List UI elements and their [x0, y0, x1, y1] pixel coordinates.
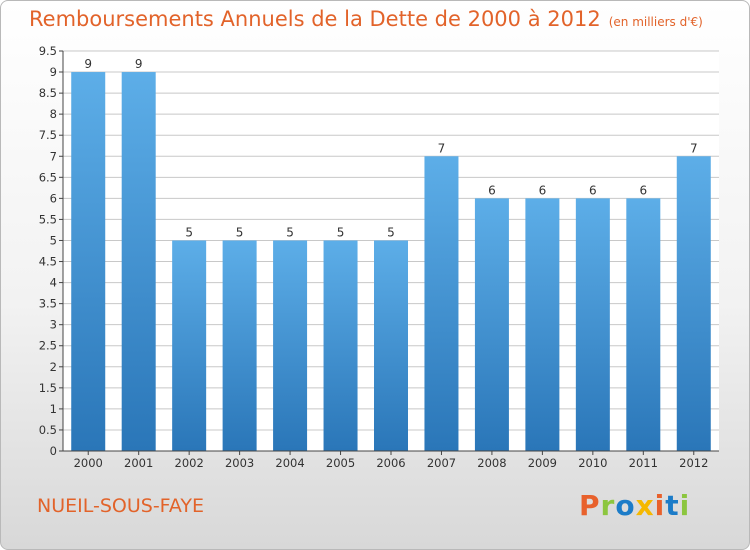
y-tick-label: 2 — [50, 360, 57, 374]
bar — [323, 240, 358, 451]
y-tick-label: 0 — [50, 444, 57, 458]
bar-chart: 0 0.5 1 1.5 2 2.5 3 3.5 4 4.5 5 5.5 6 6.5 7 7.5 8 8.5 9 9.5… — [39, 44, 719, 470]
y-tick-label: 4.5 — [39, 255, 57, 269]
x-tick-label: 2008 — [477, 456, 506, 470]
bar — [676, 156, 711, 451]
data-label: 6 — [488, 183, 496, 197]
x-tick-label: 2011 — [629, 456, 658, 470]
y-tick-label: 9 — [50, 65, 57, 79]
chart-subtitle: (en milliers d'€) — [608, 15, 703, 29]
logo-letter: x — [635, 489, 655, 522]
bar — [474, 198, 509, 451]
logo-letter: i — [654, 489, 666, 522]
logo-letter: t — [665, 489, 680, 522]
data-label: 5 — [286, 225, 294, 239]
data-label: 6 — [639, 183, 647, 197]
data-label: 7 — [690, 141, 698, 155]
x-tick-label: 2009 — [528, 456, 557, 470]
y-tick-label: 2.5 — [39, 339, 57, 353]
x-tick-label: 2005 — [326, 456, 355, 470]
y-tick-label: 1.5 — [39, 381, 57, 395]
bar — [626, 198, 661, 451]
x-tick-label: 2010 — [578, 456, 607, 470]
data-label: 5 — [387, 225, 395, 239]
y-tick-label: 6.5 — [39, 170, 57, 184]
y-tick-label: 9.5 — [39, 44, 57, 58]
chart-title-text: Remboursements Annuels de la Dette de 20… — [29, 7, 601, 31]
y-tick-label: 7.5 — [39, 128, 57, 142]
x-tick-label: 2007 — [427, 456, 456, 470]
bar — [273, 240, 308, 451]
y-tick-label: 8 — [50, 107, 57, 121]
data-label: 5 — [185, 225, 193, 239]
x-tick-label: 2004 — [275, 456, 304, 470]
logo-letter: r — [600, 489, 616, 522]
bar — [172, 240, 207, 451]
logo-letter: o — [615, 489, 636, 522]
data-label: 5 — [337, 225, 345, 239]
bar — [374, 240, 408, 451]
y-tick-label: 1 — [50, 402, 57, 416]
bar — [222, 240, 257, 451]
x-tick-label: 2012 — [679, 456, 708, 470]
data-label: 9 — [135, 57, 143, 71]
x-tick-label: 2000 — [74, 456, 103, 470]
y-tick-label: 5 — [50, 233, 57, 247]
y-tick-label: 4 — [50, 276, 57, 290]
y-tick-label: 8.5 — [39, 86, 57, 100]
commune-name: NUEIL-SOUS-FAYE — [37, 495, 204, 517]
x-tick-label: 2006 — [376, 456, 405, 470]
chart-title: Remboursements Annuels de la Dette de 20… — [29, 7, 703, 31]
y-tick-label: 3 — [50, 318, 57, 332]
x-tick-label: 2002 — [175, 456, 204, 470]
data-label: 5 — [236, 225, 244, 239]
data-label: 7 — [438, 141, 446, 155]
y-tick-label: 0.5 — [39, 423, 57, 437]
x-tick-label: 2003 — [225, 456, 254, 470]
y-tick-label: 7 — [50, 149, 57, 163]
data-label: 6 — [539, 183, 547, 197]
data-label: 9 — [84, 57, 92, 71]
x-tick-label: 2001 — [124, 456, 153, 470]
bar — [575, 198, 610, 451]
proxiti-logo: Proxiti — [579, 489, 690, 522]
bar — [71, 72, 106, 451]
bar — [424, 156, 459, 451]
y-tick-label: 5.5 — [39, 212, 57, 226]
bar — [121, 72, 156, 451]
y-tick-label: 3.5 — [39, 297, 57, 311]
logo-letter: i — [679, 489, 691, 522]
bar — [525, 198, 560, 451]
logo-letter: P — [579, 489, 601, 522]
data-label: 6 — [589, 183, 597, 197]
y-tick-label: 6 — [50, 191, 57, 205]
